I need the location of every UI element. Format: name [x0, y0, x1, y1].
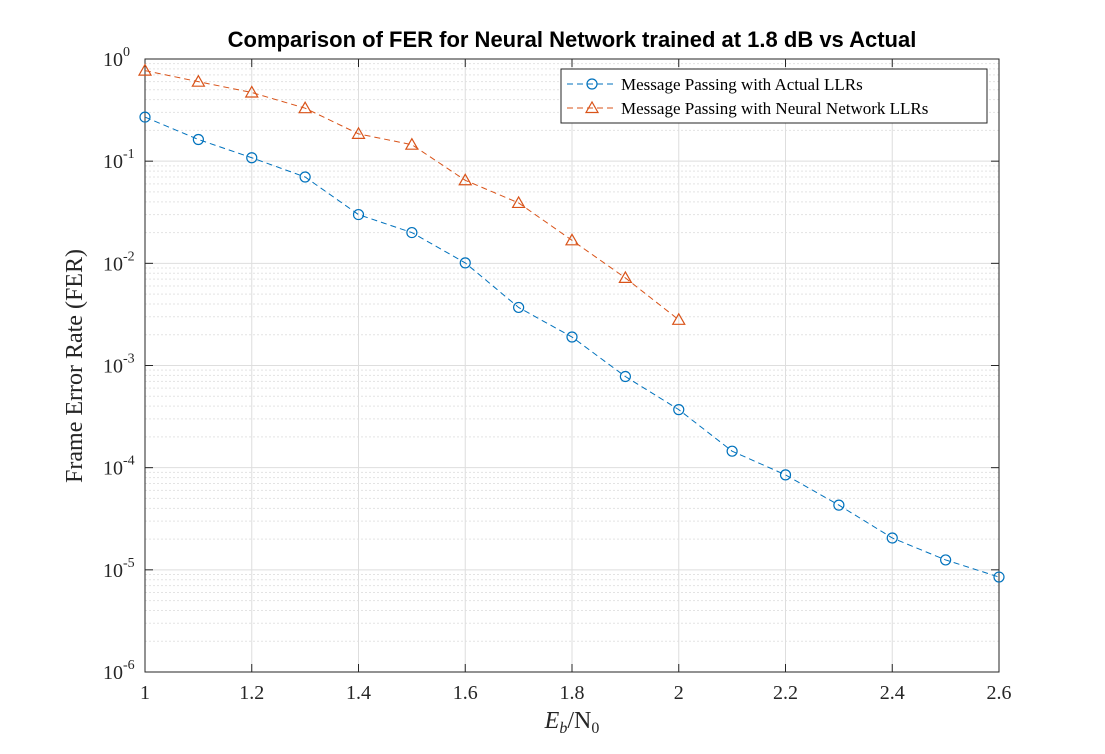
data-point	[993, 571, 1005, 583]
data-point	[191, 74, 206, 87]
data-point	[584, 100, 600, 114]
x-tick-label: 1.2	[239, 682, 264, 704]
x-tick-label: 2.2	[773, 682, 798, 704]
series-line	[144, 70, 680, 321]
y-axis-label: Frame Error Rate (FER)	[62, 249, 88, 483]
data-point	[673, 404, 685, 416]
data-point	[352, 208, 365, 221]
y-tick-exponent: -6	[123, 658, 135, 673]
data-point	[671, 312, 686, 325]
data-point	[404, 137, 419, 150]
legend-entry-1: Message Passing with Actual LLRs	[567, 75, 863, 94]
data-point	[618, 270, 633, 284]
legend-entry-2: Message Passing with Neural Network LLRs	[567, 99, 928, 118]
data-point	[513, 301, 525, 314]
data-point	[940, 554, 952, 566]
data-point	[779, 469, 792, 481]
series-line	[144, 116, 1000, 578]
x-tick-label: 1.8	[560, 682, 585, 704]
data-point	[511, 195, 526, 209]
data-point	[299, 171, 311, 183]
data-point	[406, 226, 418, 239]
data-point	[566, 331, 578, 343]
y-tick-exponent: -4	[123, 454, 135, 469]
data-point	[564, 233, 580, 246]
y-tick-exponent: -3	[123, 352, 135, 367]
y-tick-exponent: -5	[123, 556, 135, 571]
data-point	[244, 85, 259, 98]
data-point	[139, 111, 151, 123]
data-point	[886, 532, 898, 544]
y-tick-exponent: 0	[123, 45, 130, 60]
legend: Message Passing with Actual LLRs Message …	[560, 68, 988, 124]
legend-label: Message Passing with Actual LLRs	[621, 75, 863, 94]
y-tick-exponent: -1	[123, 147, 135, 162]
data-point	[586, 78, 598, 90]
x-tick-label: 1.6	[453, 682, 478, 704]
x-tick-label: 2	[674, 682, 684, 704]
data-point	[833, 499, 845, 511]
x-axis-label: Eb/N0	[544, 708, 600, 737]
data-point	[726, 445, 738, 457]
series-1	[139, 111, 1005, 583]
series-2	[137, 63, 686, 325]
x-tick-label: 1	[140, 682, 150, 704]
data-point	[246, 152, 258, 164]
data-point	[192, 133, 204, 146]
x-tick-label: 1.4	[346, 682, 371, 704]
legend-label: Message Passing with Neural Network LLRs	[621, 99, 928, 118]
legend-box	[560, 68, 988, 124]
x-tick-label: 2.6	[987, 682, 1012, 704]
series	[137, 63, 1005, 583]
data-point	[459, 257, 471, 269]
x-tick-label: 2.4	[880, 682, 905, 704]
chart-title: Comparison of FER for Neural Network tra…	[228, 27, 917, 52]
data-point	[619, 370, 631, 383]
data-point	[351, 126, 366, 139]
y-tick-exponent: -2	[123, 249, 135, 264]
data-point	[298, 100, 313, 114]
data-point	[458, 173, 473, 186]
data-point	[137, 63, 153, 76]
